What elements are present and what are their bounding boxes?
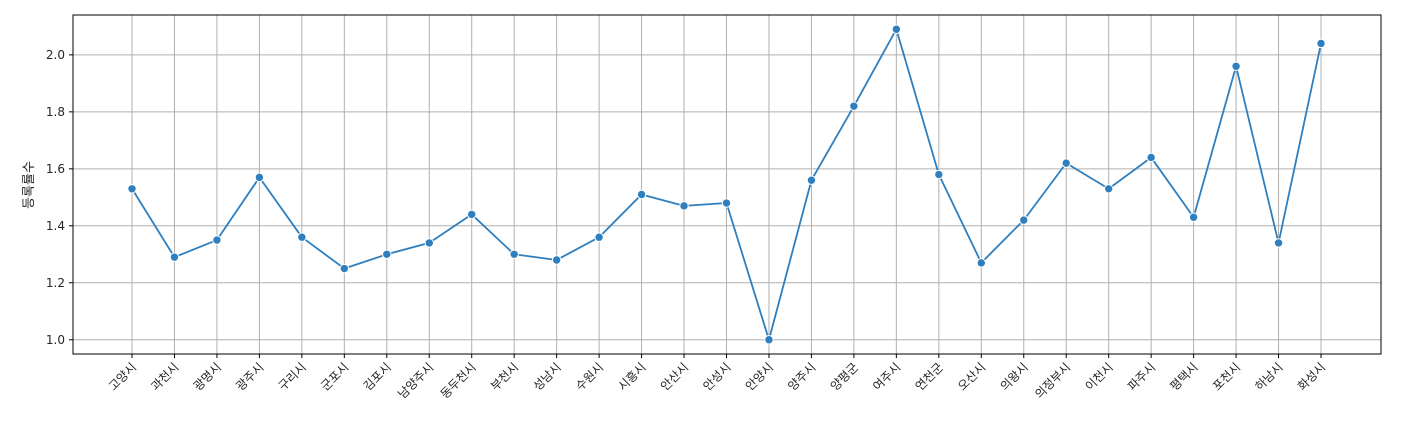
data-point (254, 172, 265, 183)
x-tick-label: 군포시 (318, 360, 351, 393)
x-tick-label: 의정부시 (1032, 360, 1073, 401)
x-axis: 고양시 과천시 광명시 광주시 구리시 군포시 김포시 남양주시 동두천시 부천시 성남시 수원시 시흥… (106, 354, 1328, 401)
x-tick-label: 수원시 (573, 360, 606, 393)
data-point (297, 232, 307, 242)
data-point (127, 184, 137, 194)
y-tick-label: 1.6 (46, 162, 65, 176)
data-point (1061, 158, 1071, 168)
data-point (1019, 215, 1029, 225)
data-point (891, 24, 902, 34)
data-point (1188, 212, 1199, 222)
data-point (1231, 61, 1241, 71)
x-tick-label: 오산시 (955, 360, 988, 393)
x-tick-label: 안양시 (743, 360, 776, 393)
x-tick-label: 하남시 (1252, 360, 1285, 393)
data-point (169, 252, 180, 262)
x-tick-label: 연천군 (912, 360, 946, 394)
data-point (509, 249, 519, 259)
grid-lines (73, 15, 1381, 354)
y-tick-label: 1.2 (46, 276, 65, 290)
y-tick-label: 1.8 (46, 105, 65, 119)
data-point (424, 238, 434, 248)
series-group (127, 24, 1326, 345)
x-tick-label: 부천시 (487, 360, 521, 394)
x-tick-label: 안성시 (700, 360, 733, 393)
data-point (934, 169, 944, 180)
x-tick-label: 시흥시 (615, 360, 648, 393)
data-point (849, 101, 859, 111)
data-point (976, 258, 986, 268)
y-tick-label: 1.0 (46, 333, 65, 347)
x-tick-label: 남양주시 (395, 360, 436, 401)
data-point (1103, 184, 1114, 194)
x-tick-label: 광주시 (233, 360, 266, 393)
y-axis-label: 등록률수 (22, 161, 37, 209)
data-point (551, 255, 562, 265)
x-tick-label: 여주시 (870, 360, 903, 393)
x-tick-label: 포천시 (1209, 360, 1243, 394)
x-tick-label: 김포시 (361, 360, 394, 393)
data-point (636, 189, 647, 200)
x-tick-label: 과천시 (148, 360, 182, 394)
x-tick-label: 성남시 (530, 360, 563, 393)
data-point (594, 232, 604, 242)
y-tick-label: 2.0 (46, 48, 65, 62)
x-tick-label: 이천시 (1082, 360, 1116, 394)
x-tick-label: 평택시 (1167, 360, 1200, 393)
data-point (1316, 38, 1326, 49)
x-tick-label: 안산시 (658, 360, 691, 393)
x-tick-label: 고양시 (106, 360, 139, 393)
y-tick-label: 1.4 (46, 219, 65, 233)
x-tick-label: 화성시 (1295, 360, 1328, 393)
data-point (339, 263, 350, 274)
data-point (679, 201, 689, 211)
x-tick-label: 파주시 (1125, 360, 1158, 393)
data-point (806, 175, 817, 185)
data-point (467, 209, 477, 220)
x-tick-label: 동두천시 (437, 360, 479, 402)
data-point (764, 335, 774, 345)
x-tick-label: 양주시 (785, 360, 818, 393)
data-point (721, 198, 732, 208)
x-tick-label: 광명시 (191, 360, 224, 393)
data-point (212, 235, 222, 245)
x-tick-label: 양평군 (828, 360, 861, 393)
x-tick-label: 의왕시 (998, 360, 1031, 393)
y-axis: 1.0 1.2 1.4 1.6 1.8 2.0 (46, 48, 73, 347)
x-tick-label: 구리시 (276, 360, 309, 393)
data-point (382, 249, 392, 259)
data-point (1273, 238, 1284, 248)
data-point (1146, 152, 1156, 163)
